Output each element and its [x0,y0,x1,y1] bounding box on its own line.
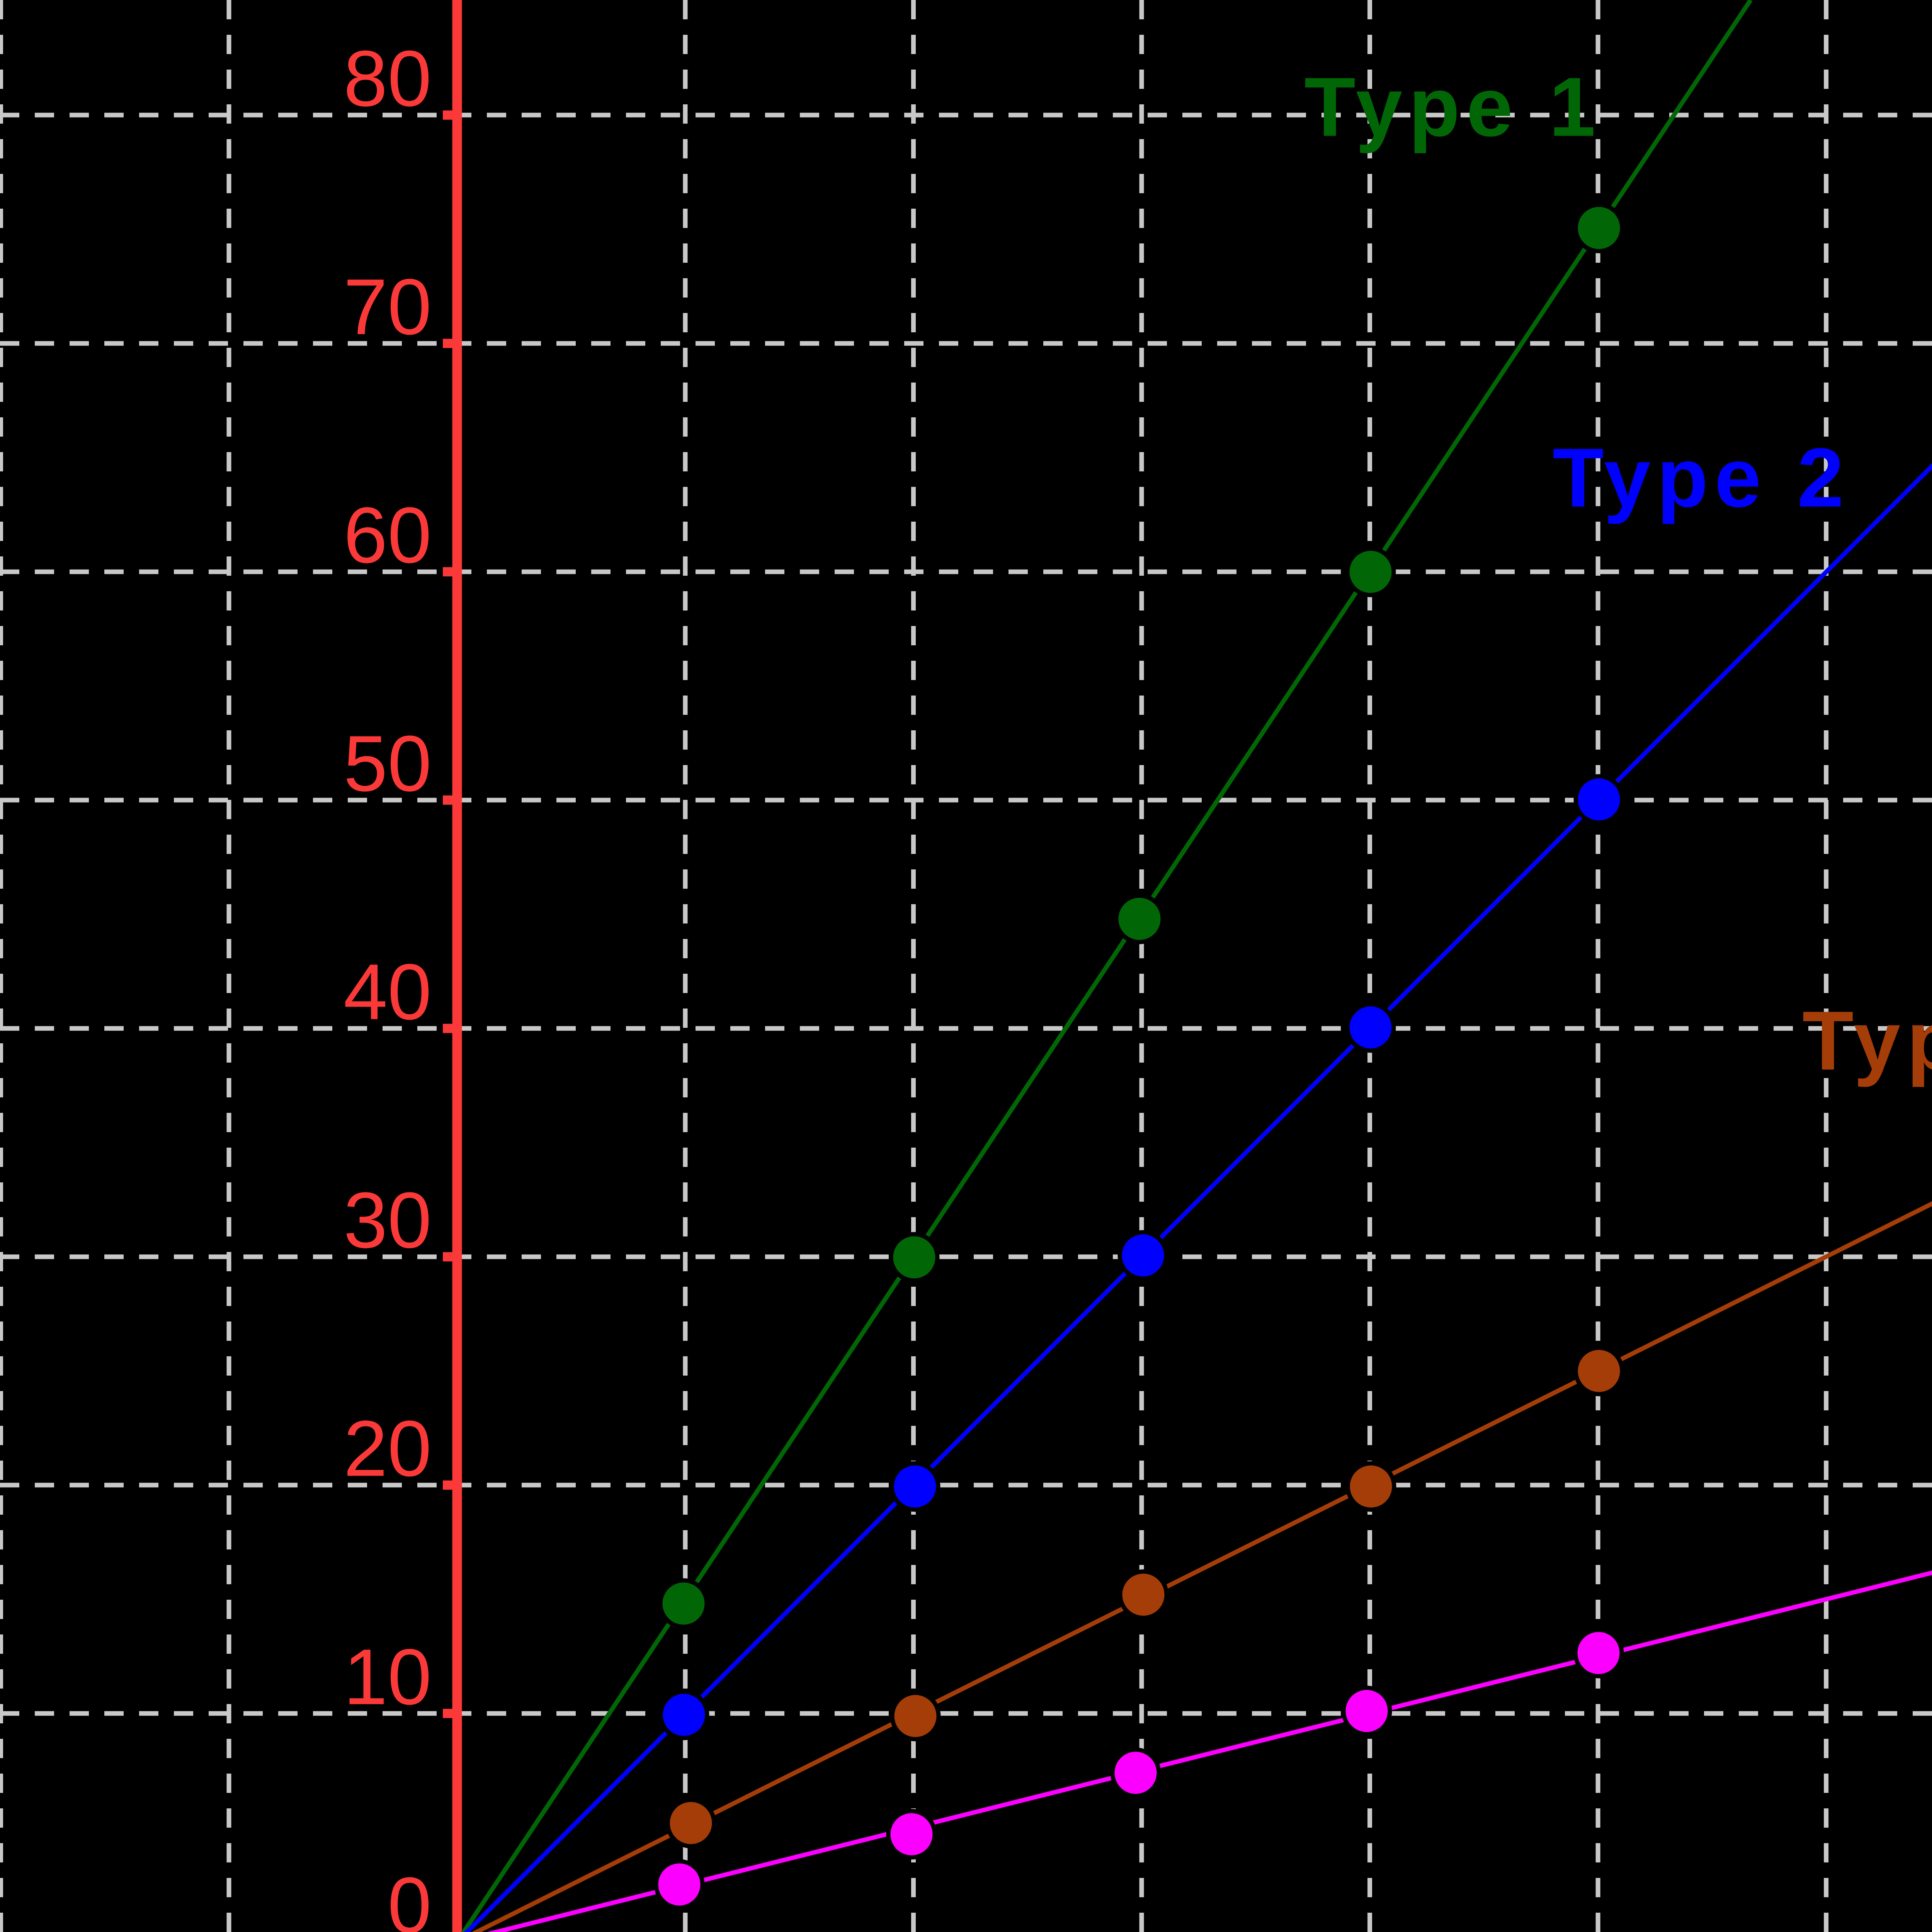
svg-text:40: 40 [344,948,432,1036]
svg-text:30: 30 [344,1176,432,1265]
svg-text:Type 1: Type 1 [1304,60,1602,154]
svg-text:50: 50 [344,719,432,808]
svg-text:Type 2: Type 2 [1553,431,1850,524]
svg-text:20: 20 [344,1404,432,1493]
svg-text:Type 3: Type 3 [1803,994,1932,1087]
svg-text:10: 10 [344,1633,432,1721]
svg-text:60: 60 [344,491,432,580]
svg-text:80: 80 [344,34,432,123]
svg-text:0: 0 [388,1861,432,1932]
svg-text:70: 70 [344,263,432,351]
